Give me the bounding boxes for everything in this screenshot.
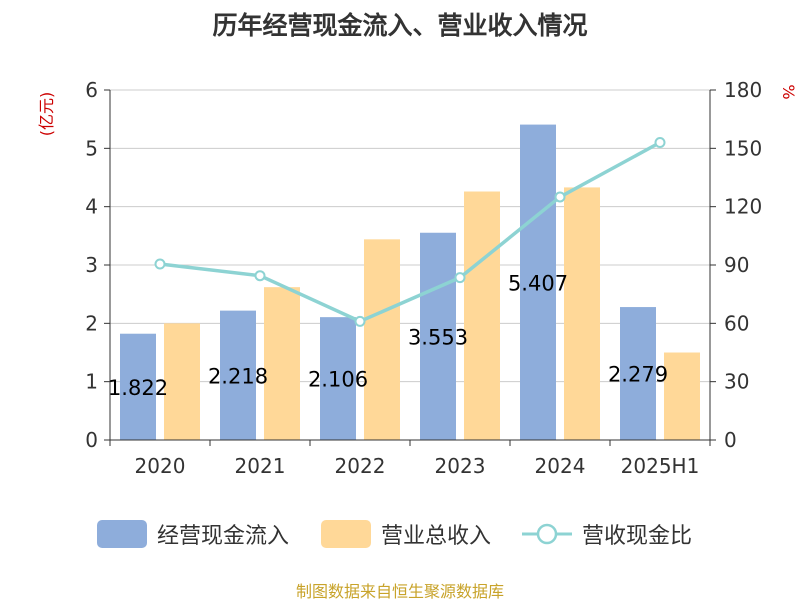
bar-cash-inflow bbox=[120, 333, 156, 440]
left-tick-label: 5 bbox=[85, 136, 98, 160]
left-tick-label: 2 bbox=[85, 311, 98, 335]
x-tick-label: 2024 bbox=[535, 454, 586, 478]
bar-cash-inflow bbox=[520, 124, 556, 440]
right-tick-label: 0 bbox=[724, 428, 737, 452]
data-label-cash-inflow: 2.218 bbox=[208, 364, 268, 388]
x-tick-label: 2020 bbox=[135, 454, 186, 478]
bar-revenue bbox=[164, 323, 200, 440]
data-label-cash-inflow: 3.553 bbox=[408, 325, 468, 349]
legend-item-cash-inflow[interactable]: 经营现金流入 bbox=[97, 514, 289, 554]
ratio-point bbox=[254, 270, 266, 282]
right-tick-label: 150 bbox=[724, 136, 762, 160]
data-label-cash-inflow: 1.822 bbox=[108, 376, 168, 400]
bar-revenue bbox=[364, 239, 400, 440]
legend: 经营现金流入 营业总收入 营收现金比 bbox=[0, 514, 800, 554]
ratio-point bbox=[554, 191, 566, 203]
right-tick-label: 180 bbox=[724, 78, 762, 102]
legend-swatch-cash-inflow bbox=[97, 520, 147, 548]
left-tick-label: 1 bbox=[85, 370, 98, 394]
data-label-cash-inflow: 2.106 bbox=[308, 368, 368, 392]
bar-cash-inflow bbox=[420, 232, 456, 440]
right-tick-label: 60 bbox=[724, 311, 749, 335]
left-tick-label: 4 bbox=[85, 195, 98, 219]
chart-title: 历年经营现金流入、营业收入情况 bbox=[212, 11, 588, 40]
x-tick-label: 2025H1 bbox=[621, 454, 700, 478]
right-axis-unit-label: % bbox=[779, 84, 798, 99]
data-source-note: 制图数据来自恒生聚源数据库 bbox=[295, 582, 504, 601]
bar-revenue bbox=[464, 191, 500, 440]
ratio-point bbox=[454, 272, 466, 284]
data-label-cash-inflow: 2.279 bbox=[608, 363, 668, 387]
x-tick-label: 2023 bbox=[435, 454, 486, 478]
legend-label-cash-inflow: 经营现金流入 bbox=[157, 524, 290, 549]
legend-item-ratio[interactable]: 营收现金比 bbox=[522, 514, 692, 554]
legend-label-ratio: 营收现金比 bbox=[582, 524, 693, 549]
bar-revenue bbox=[264, 287, 300, 440]
legend-item-revenue[interactable]: 营业总收入 bbox=[321, 514, 491, 554]
bar-cash-inflow bbox=[320, 317, 356, 440]
right-tick-label: 30 bbox=[724, 370, 749, 394]
left-tick-label: 3 bbox=[85, 253, 98, 277]
right-tick-label: 120 bbox=[724, 195, 762, 219]
left-tick-label: 6 bbox=[85, 78, 98, 102]
left-axis-unit-label: (亿元) bbox=[37, 92, 56, 137]
legend-line-ratio-icon bbox=[522, 523, 572, 545]
x-tick-label: 2021 bbox=[235, 454, 286, 478]
bar-cash-inflow bbox=[220, 310, 256, 440]
ratio-point bbox=[354, 315, 366, 327]
ratio-point bbox=[154, 258, 166, 270]
legend-swatch-revenue bbox=[321, 520, 371, 548]
x-tick-label: 2022 bbox=[335, 454, 386, 478]
data-label-cash-inflow: 5.407 bbox=[508, 271, 568, 295]
bar-revenue bbox=[564, 187, 600, 440]
left-tick-label: 0 bbox=[85, 428, 98, 452]
ratio-point bbox=[654, 137, 666, 148]
right-tick-label: 90 bbox=[724, 253, 749, 277]
bar-revenue bbox=[664, 352, 700, 440]
legend-label-revenue: 营业总收入 bbox=[381, 524, 492, 549]
bar-cash-inflow bbox=[620, 307, 656, 440]
ratio-line bbox=[159, 140, 661, 324]
